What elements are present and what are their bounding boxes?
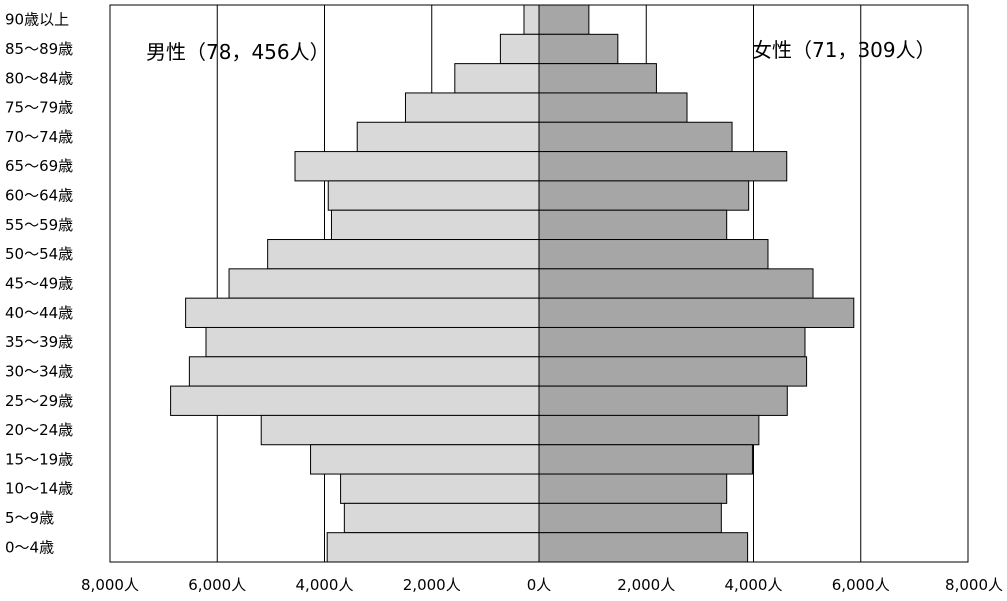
male-bar xyxy=(326,532,540,563)
male-bar xyxy=(260,414,540,446)
male-bar xyxy=(188,356,540,387)
male-bar xyxy=(454,63,540,94)
age-group-label: 0～4歳 xyxy=(5,538,54,556)
male-bar xyxy=(343,502,540,534)
age-group-label: 90歳以上 xyxy=(5,11,69,29)
female-bar xyxy=(538,502,722,534)
bars xyxy=(170,4,855,563)
age-group-label: 65～69歳 xyxy=(5,157,73,175)
x-tick-label: 2,000人 xyxy=(617,576,675,594)
x-tick-label: 4,000人 xyxy=(725,576,783,594)
age-group-label: 45～49歳 xyxy=(5,275,73,293)
female-bar xyxy=(538,33,619,65)
legend-male-label: 男性（78，456人） xyxy=(146,40,330,64)
age-group-label: 50～54歳 xyxy=(5,245,73,263)
male-bar xyxy=(170,385,540,416)
age-group-label: 40～44歳 xyxy=(5,304,73,322)
female-bar xyxy=(538,239,769,270)
female-bar xyxy=(538,92,688,123)
age-group-label: 30～34歳 xyxy=(5,362,73,380)
age-group-label: 10～14歳 xyxy=(5,480,73,498)
x-axis-tick-labels: 8,000人 6,000人 4,000人 2,000人 0人 2,000人 4,000人 6,… xyxy=(81,576,1003,594)
female-bar xyxy=(538,121,733,153)
age-group-label: 85～89歳 xyxy=(5,40,73,58)
male-bar xyxy=(330,209,540,241)
age-group-label: 80～84歳 xyxy=(5,69,73,87)
female-bar xyxy=(538,151,788,182)
female-bar xyxy=(538,268,814,299)
x-tick-label: 4,000人 xyxy=(296,576,354,594)
male-bar xyxy=(185,297,540,328)
male-bar xyxy=(356,121,540,153)
male-bar xyxy=(310,444,540,475)
age-group-label: 20～24歳 xyxy=(5,421,73,439)
x-tick-label: 2,000人 xyxy=(403,576,461,594)
age-group-label: 5～9歳 xyxy=(5,509,54,527)
female-bar xyxy=(538,356,808,387)
female-bar xyxy=(538,297,855,328)
male-bar xyxy=(404,92,540,123)
female-bar xyxy=(538,385,788,416)
male-bar xyxy=(523,4,540,35)
age-group-label: 15～19歳 xyxy=(5,450,73,468)
female-bar xyxy=(538,4,590,35)
age-group-label: 55～59歳 xyxy=(5,216,73,234)
female-bar xyxy=(538,63,657,94)
age-group-label: 35～39歳 xyxy=(5,333,73,351)
male-bar xyxy=(327,180,540,211)
x-tick-label: 8,000人 xyxy=(81,576,139,594)
female-bar xyxy=(538,180,750,211)
x-tick-label: 0人 xyxy=(527,576,552,594)
age-group-label: 25～29歳 xyxy=(5,392,73,410)
male-bar xyxy=(340,473,540,504)
female-bar xyxy=(538,444,753,475)
male-bar xyxy=(294,151,540,182)
male-bar xyxy=(205,326,540,358)
male-bar xyxy=(499,33,540,65)
male-bar xyxy=(267,239,540,270)
female-bar xyxy=(538,209,728,241)
female-bar xyxy=(538,414,760,446)
male-bar xyxy=(228,268,540,299)
female-bar xyxy=(538,326,806,358)
age-group-label: 75～79歳 xyxy=(5,99,73,117)
legend-female-label: 女性（71，309人） xyxy=(752,38,936,62)
age-group-label: 70～74歳 xyxy=(5,128,73,146)
female-bar xyxy=(538,473,728,504)
age-axis-labels: 90歳以上 85～89歳 80～84歳 75～79歳 70～74歳 65～69歳 60～64… xyxy=(5,11,73,557)
x-tick-label: 6,000人 xyxy=(188,576,246,594)
female-bar xyxy=(538,532,749,563)
x-tick-label: 6,000人 xyxy=(832,576,890,594)
age-group-label: 60～64歳 xyxy=(5,187,73,205)
x-tick-label: 8,000人 xyxy=(945,576,1003,594)
